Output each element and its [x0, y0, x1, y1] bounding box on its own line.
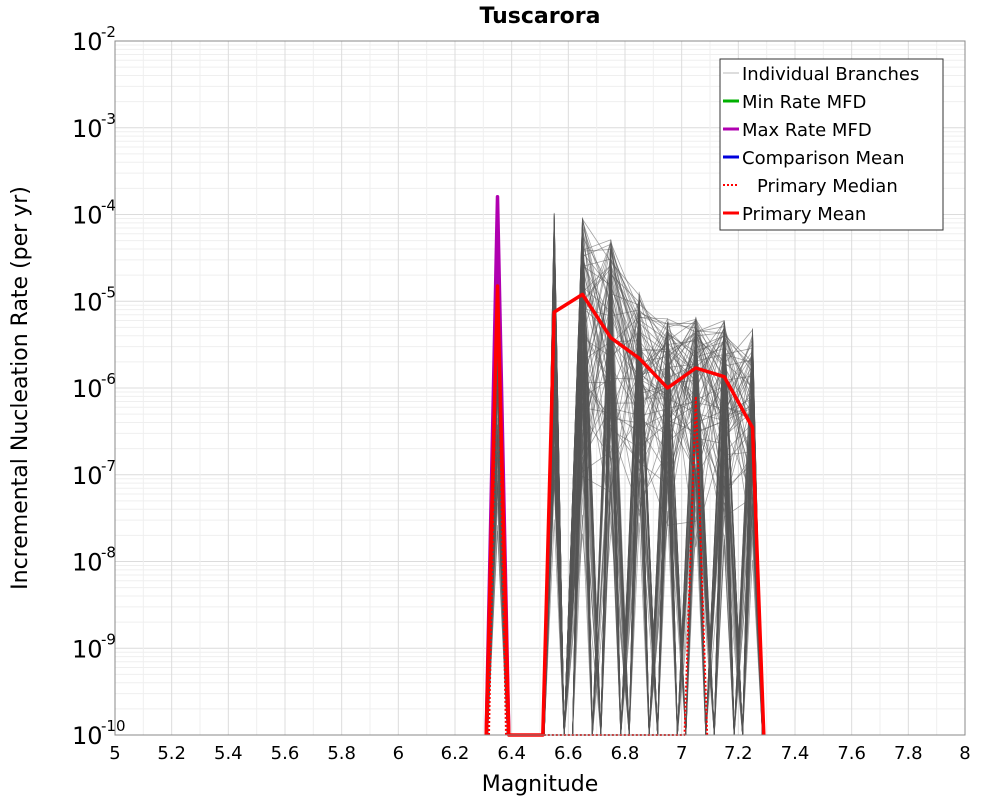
legend-label: Individual Branches [742, 64, 919, 85]
x-tick-label: 6.6 [554, 743, 583, 764]
x-axis-label: Magnitude [482, 772, 599, 797]
y-tick-base: 10 [72, 288, 103, 316]
x-tick-label: 5 [109, 743, 120, 764]
legend: Individual Branches Min Rate MFD Max Rate … [719, 58, 944, 231]
y-tick-exponent: -4 [101, 197, 116, 215]
y-tick-label: 10-5 [72, 283, 116, 316]
y-tick-exponent: -6 [101, 370, 116, 388]
x-tick-labels: 5 5.2 5.4 5.6 5.8 6 6.2 6.4 6.6 6.8 7 7.2 7.4 7.6 7.8 8 [109, 743, 970, 764]
y-tick-exponent: -10 [101, 717, 126, 735]
y-tick-base: 10 [72, 202, 103, 230]
x-tick-label: 8 [959, 743, 970, 764]
legend-label: Primary Median [757, 176, 898, 197]
x-tick-label: 6.2 [441, 743, 470, 764]
x-tick-label: 5.4 [214, 743, 243, 764]
x-tick-label: 7.8 [894, 743, 923, 764]
plot-frame [114, 40, 966, 736]
y-axis-label: Incremental Nucleation Rate (per yr) [8, 186, 33, 590]
y-tick-label: 10-10 [72, 717, 126, 750]
y-tick-labels: 10-210-310-410-510-610-710-810-910-10 [72, 23, 126, 750]
y-tick-base: 10 [72, 28, 103, 56]
legend-entry: Individual Branches [723, 64, 919, 85]
legend-label: Comparison Mean [742, 148, 905, 169]
x-tick-label: 6 [393, 743, 404, 764]
x-tick-label: 7.2 [724, 743, 753, 764]
x-tick-label: 7 [676, 743, 687, 764]
y-tick-exponent: -3 [101, 110, 116, 128]
x-tick-label: 7.6 [837, 743, 866, 764]
y-tick-exponent: -5 [101, 283, 116, 301]
x-tick-label: 5.2 [157, 743, 186, 764]
legend-entry: Comparison Mean [723, 148, 905, 169]
y-tick-base: 10 [72, 635, 103, 663]
x-tick-label: 6.4 [497, 743, 526, 764]
y-tick-exponent: -8 [101, 544, 116, 562]
legend-entry: Min Rate MFD [723, 92, 866, 113]
legend-label: Min Rate MFD [742, 92, 866, 113]
legend-entry: Max Rate MFD [723, 120, 872, 141]
y-tick-label: 10-2 [72, 23, 116, 56]
y-tick-base: 10 [72, 462, 103, 490]
chart-title: Tuscarora [480, 4, 601, 29]
y-tick-label: 10-7 [72, 457, 116, 490]
legend-label: Max Rate MFD [742, 120, 872, 141]
y-tick-exponent: -7 [101, 457, 116, 475]
y-tick-base: 10 [72, 375, 103, 403]
x-tick-label: 5.8 [327, 743, 356, 764]
y-tick-base: 10 [72, 722, 103, 750]
x-tick-label: 5.6 [271, 743, 300, 764]
y-tick-label: 10-9 [72, 630, 116, 663]
y-tick-label: 10-4 [72, 197, 116, 230]
legend-box [719, 58, 944, 231]
legend-label: Primary Mean [742, 204, 866, 225]
y-tick-label: 10-3 [72, 110, 116, 143]
x-tick-label: 7.4 [781, 743, 810, 764]
legend-entry: Primary Median [723, 176, 898, 197]
x-tick-label: 6.8 [611, 743, 640, 764]
y-tick-label: 10-8 [72, 544, 116, 577]
y-tick-base: 10 [72, 549, 103, 577]
y-tick-label: 10-6 [72, 370, 116, 403]
legend-entry: Primary Mean [723, 204, 866, 225]
y-tick-exponent: -2 [101, 23, 116, 41]
y-tick-base: 10 [72, 115, 103, 143]
y-tick-exponent: -9 [101, 630, 116, 648]
